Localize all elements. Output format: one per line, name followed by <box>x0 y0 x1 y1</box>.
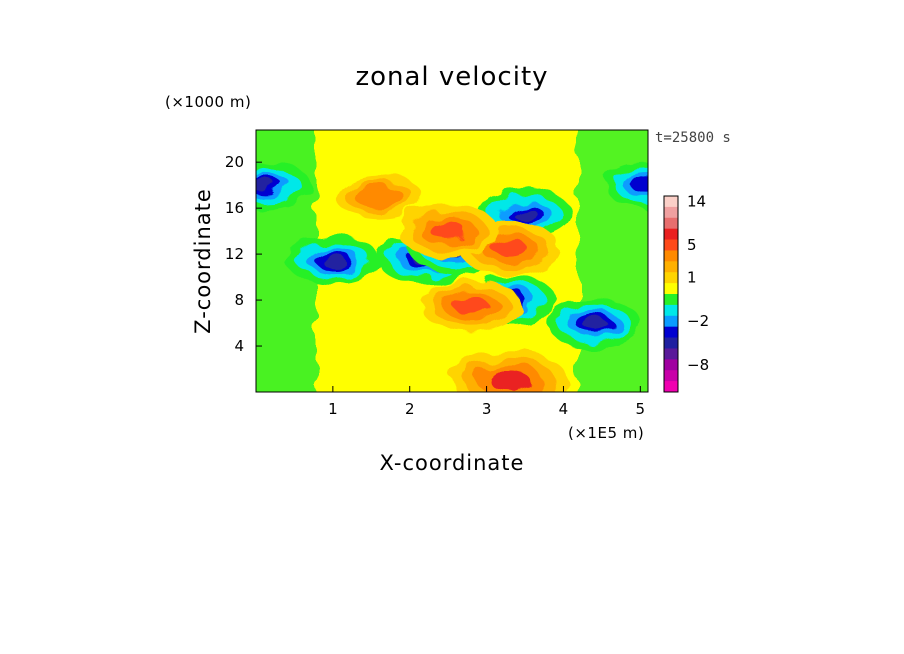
colorbar-swatch <box>664 326 678 338</box>
field-contour <box>581 316 607 330</box>
field-contour <box>636 179 648 191</box>
field-contour <box>320 253 346 266</box>
colorbar-tick-label: 5 <box>687 236 697 254</box>
y-tick-label: 16 <box>225 199 244 217</box>
colorbar-swatch <box>664 228 678 240</box>
colorbar: 14 5 1 −2 −8 <box>663 192 709 393</box>
x-unit-label: (×1E5 m) <box>568 424 644 442</box>
chart-title: zonal velocity <box>355 62 548 92</box>
x-axis-label: X-coordinate <box>380 451 525 475</box>
x-tick-label: 4 <box>559 400 569 418</box>
colorbar-frame <box>663 195 679 393</box>
colorbar-swatch <box>664 261 678 273</box>
heatmap-field <box>256 130 648 392</box>
colorbar-swatch <box>664 315 678 328</box>
field-contour <box>430 222 466 240</box>
colorbar-tick-label: 1 <box>687 269 697 287</box>
field-band <box>578 130 648 392</box>
colorbar-swatch <box>664 272 678 284</box>
colorbar-swatch <box>664 359 678 371</box>
colorbar-swatch <box>664 381 678 393</box>
y-tick-label: 4 <box>234 337 244 355</box>
colorbar-swatch <box>664 294 678 306</box>
y-tick-label: 8 <box>234 291 244 309</box>
x-tick-label: 5 <box>636 400 646 418</box>
colorbar-tick-label: −8 <box>687 356 709 374</box>
colorbar-swatch <box>664 348 678 360</box>
x-tick-label: 1 <box>328 400 338 418</box>
colorbar-tick-label: −2 <box>687 312 709 330</box>
colorbar-swatch <box>664 283 678 295</box>
y-unit-label: (×1000 m) <box>165 93 251 111</box>
x-tick-label: 2 <box>405 400 415 418</box>
colorbar-swatch <box>664 239 678 251</box>
colorbar-tick-label: 14 <box>687 192 706 210</box>
colorbar-swatch <box>664 337 678 349</box>
y-tick-label: 20 <box>225 153 244 171</box>
y-tick-label: 12 <box>225 245 244 263</box>
x-tick-label: 3 <box>482 400 492 418</box>
colorbar-swatch <box>664 196 678 208</box>
time-label: t=25800 s <box>655 130 731 146</box>
field-contour <box>453 297 489 315</box>
y-axis-label: Z-coordinate <box>191 188 215 334</box>
field-contour <box>256 179 276 192</box>
colorbar-swatch <box>664 206 678 219</box>
colorbar-swatch <box>664 370 678 382</box>
field-contour <box>512 207 538 221</box>
field-contour <box>489 370 530 391</box>
y-axis: 4 8 12 16 20 <box>225 153 262 355</box>
colorbar-swatch <box>664 304 678 317</box>
field-contour <box>492 239 528 258</box>
plot-frame <box>255 129 649 393</box>
colorbar-swatch <box>664 250 678 262</box>
x-axis: 1 2 3 4 5 <box>328 386 645 418</box>
field-contour <box>363 189 395 205</box>
colorbar-swatch <box>664 217 678 230</box>
